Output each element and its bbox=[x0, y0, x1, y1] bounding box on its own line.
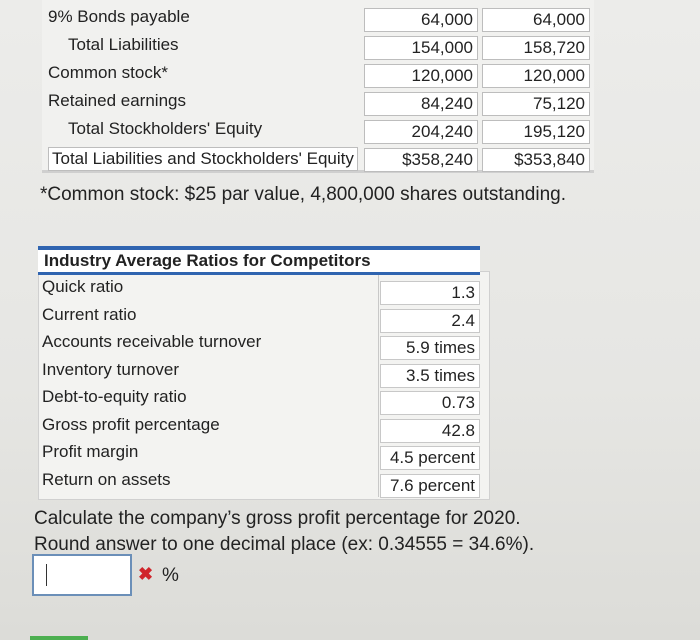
ratio-label: Gross profit percentage bbox=[42, 414, 220, 434]
balance-sheet-row-label: Retained earnings bbox=[48, 91, 186, 110]
ratio-label: Inventory turnover bbox=[42, 359, 180, 379]
balance-sheet-row-label: Total Liabilities bbox=[68, 35, 179, 54]
ratio-value: 5.9 times bbox=[380, 336, 480, 360]
ratio-row: Profit margin 4.5 percent bbox=[38, 440, 488, 470]
balance-sheet-value-2019: 195,120 bbox=[482, 120, 590, 144]
ratio-row: Current ratio 2.4 bbox=[38, 303, 488, 333]
answer-input[interactable] bbox=[32, 554, 132, 596]
ratio-label: Return on assets bbox=[42, 469, 171, 489]
question-line-2: Round answer to one decimal place (ex: 0… bbox=[34, 534, 535, 555]
balance-sheet-row: Retained earnings 84,240 75,120 bbox=[42, 88, 592, 116]
ratio-value: 7.6 percent bbox=[380, 473, 480, 498]
balance-sheet-value-2019: 120,000 bbox=[482, 64, 590, 88]
balance-sheet-value-2019: 158,720 bbox=[482, 36, 590, 60]
balance-sheet-row-label: Common stock* bbox=[48, 63, 168, 82]
question-line-1: Calculate the company’s gross profit per… bbox=[34, 508, 521, 529]
balance-sheet-row: Total Liabilities and Stockholders' Equi… bbox=[42, 144, 592, 172]
balance-sheet-value-2020: 120,000 bbox=[364, 64, 478, 88]
balance-sheet-row: Common stock* 120,000 120,000 bbox=[42, 60, 592, 88]
balance-sheet-value-2020: $358,240 bbox=[364, 148, 478, 172]
question-text: Calculate the company’s gross profit per… bbox=[34, 506, 534, 558]
ratio-row: Accounts receivable turnover 5.9 times bbox=[38, 330, 488, 360]
ratio-label: Quick ratio bbox=[42, 277, 124, 296]
ratio-value: 4.5 percent bbox=[380, 446, 480, 470]
ratio-label: Profit margin bbox=[42, 442, 139, 461]
balance-sheet-row: 9% Bonds payable 64,000 64,000 bbox=[42, 4, 592, 32]
balance-sheet-row: Total Stockholders' Equity 204,240 195,120 bbox=[42, 116, 592, 144]
ratio-value: 2.4 bbox=[380, 308, 480, 333]
ratios-column-divider bbox=[378, 272, 379, 497]
ratio-value: 0.73 bbox=[380, 391, 480, 415]
ratio-row: Gross profit percentage 42.8 percent bbox=[38, 413, 488, 462]
industry-ratios-table: Industry Average Ratios for Competitors … bbox=[38, 246, 490, 500]
text-caret bbox=[46, 564, 47, 586]
balance-sheet-row-label: 9% Bonds payable bbox=[48, 7, 190, 26]
balance-sheet-value-2020: 204,240 bbox=[364, 120, 478, 144]
balance-sheet-value-2019: $353,840 bbox=[482, 148, 590, 172]
ratio-value: 1.3 bbox=[380, 281, 480, 305]
balance-sheet-value-2020: 84,240 bbox=[364, 92, 478, 116]
balance-sheet-value-2020: 64,000 bbox=[364, 8, 478, 32]
balance-sheet-row-label: Total Liabilities and Stockholders' Equi… bbox=[48, 147, 358, 171]
ratio-label: Debt-to-equity ratio bbox=[42, 387, 187, 406]
progress-indicator bbox=[30, 636, 88, 640]
common-stock-footnote: *Common stock: $25 par value, 4,800,000 … bbox=[40, 184, 566, 205]
incorrect-x-icon: ✖ bbox=[138, 564, 154, 584]
ratio-value: 42.8 percent bbox=[380, 418, 480, 462]
ratio-value: 3.5 times bbox=[380, 363, 480, 388]
ratio-label: Accounts receivable turnover bbox=[42, 332, 262, 351]
ratio-row: Quick ratio 1.3 bbox=[38, 275, 488, 305]
balance-sheet-row: Total Liabilities 154,000 158,720 bbox=[42, 32, 592, 60]
ratio-row: Return on assets 7.6 percent bbox=[38, 468, 488, 498]
balance-sheet-value-2019: 75,120 bbox=[482, 92, 590, 116]
percent-unit-label: % bbox=[162, 565, 179, 586]
ratio-row: Inventory turnover 3.5 times bbox=[38, 358, 488, 388]
ratio-label: Current ratio bbox=[42, 304, 137, 324]
balance-sheet-value-2020: 154,000 bbox=[364, 36, 478, 60]
balance-sheet-value-2019: 64,000 bbox=[482, 8, 590, 32]
ratios-table-title: Industry Average Ratios for Competitors bbox=[38, 246, 480, 275]
balance-sheet-table: 9% Bonds payable 64,000 64,000 Total Liabil… bbox=[42, 4, 592, 172]
ratio-row: Debt-to-equity ratio 0.73 bbox=[38, 385, 488, 415]
balance-sheet-row-label: Total Stockholders' Equity bbox=[68, 119, 263, 138]
